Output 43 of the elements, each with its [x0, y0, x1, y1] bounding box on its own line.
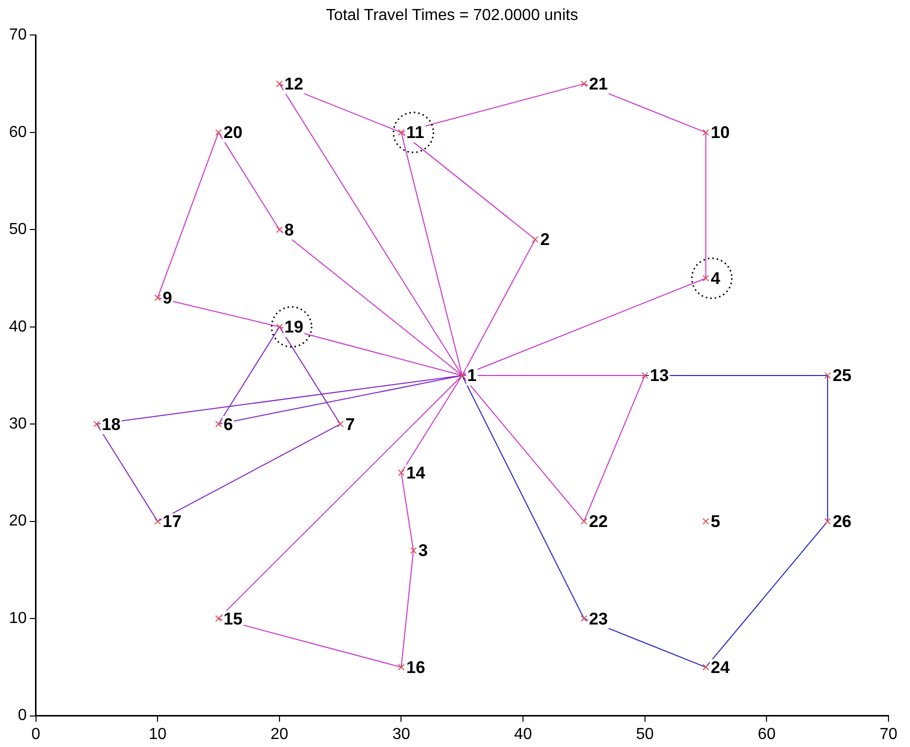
y-tick-label: 0 — [18, 707, 27, 724]
annotation: 21 — [588, 74, 608, 94]
annotation: 15 — [224, 609, 242, 628]
annotation: 24 — [710, 658, 730, 677]
annotation: 2 — [540, 230, 550, 250]
annotation: 20 — [224, 123, 242, 142]
x-tick-label: 70 — [880, 726, 898, 743]
annotation: 11 — [406, 123, 424, 142]
x-tick-label: 30 — [392, 726, 410, 743]
annotation: 23 — [588, 609, 608, 628]
y-tick-label: 50 — [9, 221, 27, 238]
y-tick-label: 60 — [9, 124, 27, 141]
x-tick-label: 20 — [270, 726, 288, 743]
chart-title: Total Travel Times = 702.0000 units — [326, 7, 578, 24]
annotation: 13 — [650, 366, 669, 386]
x-tick-label: 10 — [148, 726, 167, 743]
annotation: 10 — [710, 123, 730, 142]
x-tick-label: 40 — [514, 726, 532, 743]
y-tick-label: 30 — [9, 416, 27, 433]
annotation: 25 — [832, 366, 852, 386]
annotation: 19 — [284, 318, 304, 337]
y-tick-label: 70 — [9, 26, 27, 44]
annotation: 6 — [224, 414, 233, 434]
annotation: 5 — [710, 512, 720, 532]
x-tick-label: 60 — [758, 726, 776, 743]
annotation: 12 — [284, 74, 304, 94]
annotation: 26 — [832, 512, 852, 532]
annotation: 17 — [162, 512, 182, 532]
annotation: 22 — [588, 512, 608, 532]
y-tick-label: 40 — [9, 318, 27, 336]
annotation: 3 — [418, 541, 428, 560]
x-tick-label: 50 — [636, 726, 654, 743]
annotation: 4 — [710, 268, 721, 288]
annotation: 9 — [162, 288, 172, 308]
annotation: 18 — [102, 414, 121, 434]
annotation: 7 — [345, 414, 355, 434]
x-tick-label: 0 — [31, 726, 40, 743]
annotation: 16 — [406, 658, 426, 677]
y-tick-label: 20 — [9, 512, 27, 530]
annotation: 1 — [467, 366, 477, 386]
y-tick-label: 10 — [9, 610, 27, 627]
annotation: 14 — [406, 463, 426, 482]
annotation: 8 — [284, 220, 294, 240]
